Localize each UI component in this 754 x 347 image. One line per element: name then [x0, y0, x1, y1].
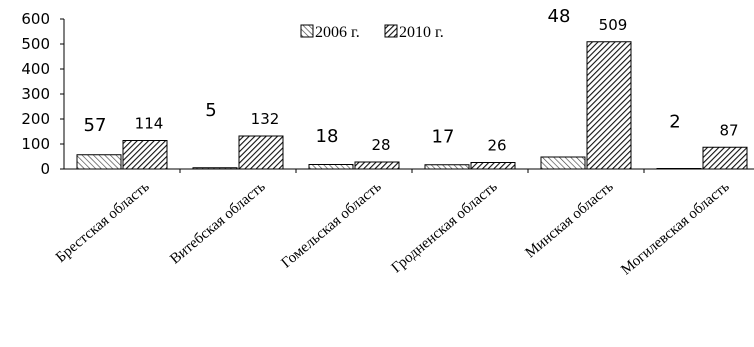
legend-swatch-2010 — [384, 24, 398, 38]
category-label: Гомельская область — [279, 179, 385, 272]
category-label: Могилевская область — [618, 179, 732, 279]
y-axis: 0 100 200 300 400 500 600 — [21, 10, 64, 178]
data-label: 87 — [719, 121, 738, 139]
data-label: 2 — [669, 111, 680, 132]
bar-2006 — [308, 164, 354, 170]
bar-2010 — [354, 161, 400, 170]
bar-2006 — [540, 156, 586, 170]
y-tick-label: 100 — [21, 135, 50, 153]
bar-2006 — [424, 164, 470, 170]
category-label: Витебская область — [167, 179, 268, 268]
category-label: Минская область — [523, 179, 617, 262]
legend-label-2010: 2010 г. — [399, 24, 444, 41]
bars-group — [76, 41, 748, 170]
data-label: 509 — [599, 16, 628, 34]
bar-2006 — [192, 167, 238, 170]
y-tick-label: 500 — [21, 35, 50, 53]
data-label: 114 — [135, 115, 164, 133]
bar-2010 — [586, 41, 632, 170]
category-label: Гродненская область — [389, 179, 501, 277]
data-label: 132 — [251, 110, 280, 128]
bar-2010 — [122, 140, 168, 170]
data-label: 26 — [487, 137, 506, 155]
legend-swatch-2006 — [300, 24, 314, 38]
bar-2010 — [238, 135, 284, 170]
y-tick-label: 0 — [40, 160, 50, 178]
y-tick-label: 200 — [21, 110, 50, 128]
data-labels: 57 114 5 132 18 28 17 26 48 509 2 87 — [84, 6, 739, 155]
data-label: 57 — [84, 115, 107, 136]
data-label: 18 — [316, 126, 339, 147]
data-label: 28 — [371, 136, 390, 154]
bar-2006 — [656, 168, 702, 170]
y-tick-label: 300 — [21, 85, 50, 103]
data-label: 5 — [205, 100, 216, 121]
legend-label-2006: 2006 г. — [315, 24, 360, 41]
x-axis: Брестская область Витебская область Гомель… — [53, 169, 733, 279]
y-tick-label: 400 — [21, 60, 50, 78]
data-label: 48 — [548, 6, 571, 27]
bar-2010 — [470, 162, 516, 170]
bar-2006 — [76, 154, 122, 170]
data-label: 17 — [432, 127, 455, 148]
category-label: Брестская область — [53, 179, 153, 266]
bar-2010 — [702, 146, 748, 170]
legend: 2006 г. 2010 г. — [300, 24, 444, 41]
y-tick-label: 600 — [21, 10, 50, 28]
